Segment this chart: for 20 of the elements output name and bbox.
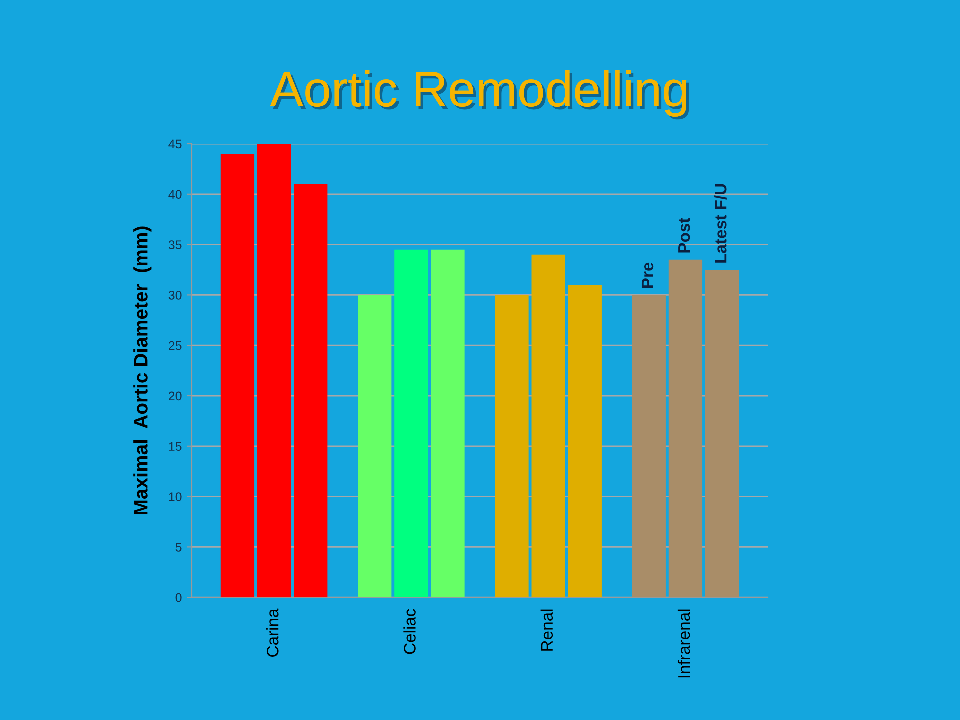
- x-tick-label: Carina: [266, 608, 279, 657]
- y-tick-label: 35: [168, 240, 182, 250]
- text: Pre: [642, 262, 654, 288]
- y-tick-label: 30: [168, 291, 182, 300]
- y-tick-label: 20: [169, 392, 182, 401]
- y-tick-label: 45: [168, 140, 182, 149]
- y-tick-label: 10: [169, 492, 182, 502]
- y-tick-label: 5: [176, 543, 182, 552]
- y-tick-label: 25: [169, 341, 182, 350]
- chart-title: Aortic Remodelling: [270, 70, 690, 120]
- x-tick-label: Infrarenal: [678, 610, 690, 678]
- x-tick-label: Renal: [540, 610, 554, 651]
- text: Latest F/U: [714, 184, 727, 263]
- y-tick-label: 40: [168, 190, 182, 200]
- x-tick-label: Celiac: [404, 609, 416, 654]
- y-tick-label: 15: [169, 442, 182, 452]
- y-axis-title: Maximal Aortic Diameter (mm): [134, 226, 152, 514]
- y-tick-label: 0: [176, 593, 182, 602]
- text: Post: [678, 218, 690, 253]
- bar: [394, 250, 428, 598]
